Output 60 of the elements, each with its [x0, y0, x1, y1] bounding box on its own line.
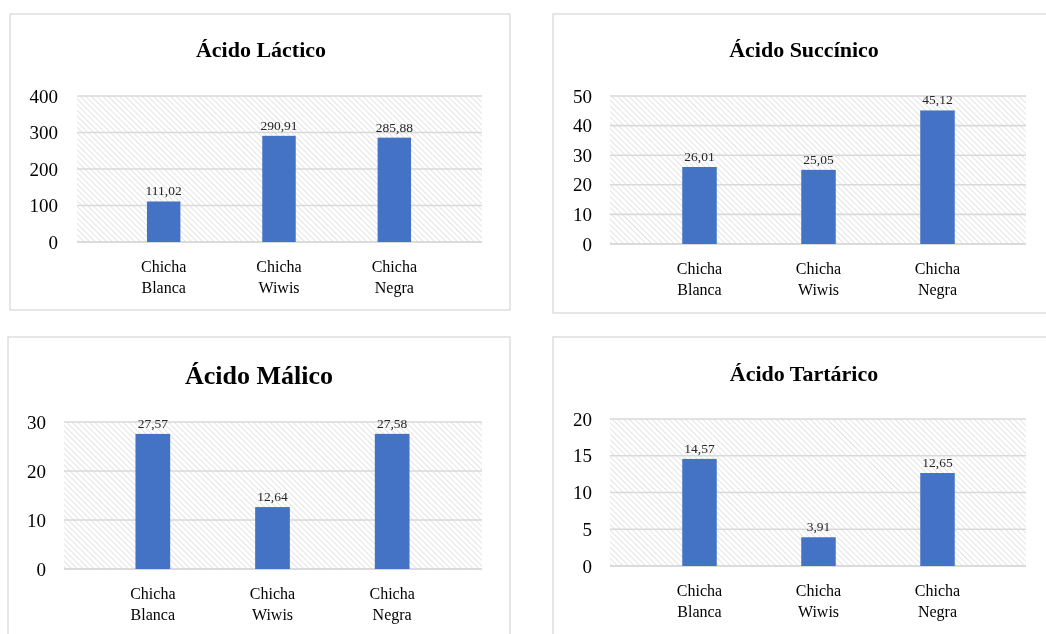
x-tick-label: Chicha Blanca: [141, 258, 187, 296]
y-tick-label: 0: [582, 233, 592, 255]
y-tick-label: 15: [573, 445, 592, 467]
data-label: 12,64: [257, 489, 288, 505]
y-tick-label: 20: [27, 460, 46, 482]
x-tick-label: Chicha Wiwis: [795, 260, 842, 298]
y-tick-label: 50: [573, 85, 592, 107]
x-tick-label: Chicha Negra: [914, 260, 961, 299]
data-label: 12,65: [922, 455, 953, 471]
chart-title: Ácido Tartárico: [729, 361, 879, 386]
data-label: 285,88: [375, 119, 414, 135]
bar: [377, 137, 412, 242]
y-tick-label: 300: [29, 122, 58, 144]
bar: [801, 169, 836, 244]
data-label: 45,12: [922, 92, 953, 108]
data-label: 14,57: [684, 440, 715, 456]
data-label: 27,57: [137, 415, 169, 431]
x-tick-label: Chicha Wiwis: [795, 582, 842, 620]
x-tick-label: Chicha Wiwis: [249, 585, 296, 623]
y-tick-label: 5: [582, 518, 592, 540]
data-label: 3,91: [806, 519, 831, 535]
x-tick-label: Chicha Wiwis: [256, 258, 302, 296]
chart-title: Ácido Succínico: [729, 37, 879, 62]
bar: [682, 167, 717, 244]
data-label: 26,01: [684, 149, 715, 165]
bar: [920, 110, 955, 244]
bar: [801, 537, 836, 566]
y-tick-label: 10: [573, 204, 592, 226]
x-tick-label: Chicha Blanca: [676, 582, 723, 620]
y-tick-label: 200: [29, 158, 58, 180]
y-tick-label: 20: [573, 174, 592, 196]
bar: [262, 135, 296, 242]
y-tick-label: 20: [573, 408, 592, 430]
bar: [135, 433, 171, 569]
data-label: 25,05: [803, 151, 834, 167]
bar: [374, 433, 410, 569]
bar: [920, 473, 955, 566]
y-tick-label: 100: [29, 195, 58, 217]
y-tick-label: 400: [29, 85, 58, 107]
y-tick-label: 30: [573, 144, 592, 166]
data-label: 27,58: [376, 415, 408, 431]
x-tick-label: Chicha Negra: [371, 258, 417, 297]
y-tick-label: 0: [582, 555, 592, 577]
bar: [146, 201, 181, 242]
x-tick-label: Chicha Blanca: [130, 585, 176, 623]
y-tick-label: 10: [27, 509, 46, 531]
x-tick-label: Chicha Negra: [914, 582, 961, 621]
chart-title: Ácido Láctico: [195, 37, 327, 62]
y-tick-label: 30: [27, 411, 46, 433]
y-tick-label: 40: [573, 115, 592, 137]
y-tick-label: 0: [36, 558, 46, 580]
y-tick-label: 0: [48, 231, 58, 253]
data-label: 111,02: [145, 183, 182, 199]
bar: [255, 507, 290, 569]
data-label: 290,91: [260, 117, 298, 133]
y-tick-label: 10: [573, 482, 592, 504]
chart-title: Ácido Málico: [184, 361, 334, 390]
x-tick-label: Chicha Blanca: [676, 260, 723, 298]
bar: [682, 458, 717, 566]
x-tick-label: Chicha Negra: [369, 585, 415, 624]
